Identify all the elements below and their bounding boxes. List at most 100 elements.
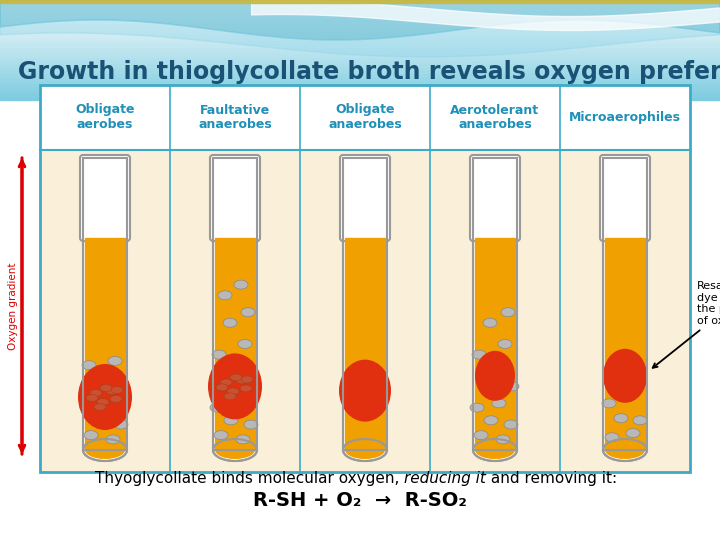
Bar xyxy=(0,97,720,100)
Ellipse shape xyxy=(633,416,647,425)
Ellipse shape xyxy=(224,416,238,425)
Text: Oxygen gradient: Oxygen gradient xyxy=(8,262,18,350)
Bar xyxy=(345,238,385,450)
Bar xyxy=(0,14,720,17)
Text: Resazurin
dye is red in
the presence
of oxygen: Resazurin dye is red in the presence of … xyxy=(653,281,720,368)
Bar xyxy=(0,66,720,70)
Ellipse shape xyxy=(114,420,128,429)
Ellipse shape xyxy=(210,403,224,412)
Ellipse shape xyxy=(85,441,125,459)
Ellipse shape xyxy=(94,416,108,425)
Text: Faultative
anaerobes: Faultative anaerobes xyxy=(198,104,272,132)
Bar xyxy=(83,158,127,450)
Bar xyxy=(0,40,720,43)
Bar xyxy=(475,238,515,450)
Text: R-SH + O₂  →  R-SO₂: R-SH + O₂ → R-SO₂ xyxy=(253,490,467,510)
Ellipse shape xyxy=(343,439,387,461)
Ellipse shape xyxy=(212,350,226,359)
Ellipse shape xyxy=(605,441,645,459)
Bar xyxy=(0,73,720,77)
Bar xyxy=(0,43,720,46)
Ellipse shape xyxy=(238,340,252,348)
Ellipse shape xyxy=(504,420,518,429)
Ellipse shape xyxy=(475,351,515,401)
Bar xyxy=(215,238,255,450)
Bar xyxy=(0,86,720,90)
Bar xyxy=(343,158,387,450)
Ellipse shape xyxy=(80,403,94,412)
Bar xyxy=(0,37,720,40)
Ellipse shape xyxy=(236,435,250,444)
Ellipse shape xyxy=(106,435,120,444)
Ellipse shape xyxy=(622,393,636,402)
Ellipse shape xyxy=(78,364,132,430)
Ellipse shape xyxy=(97,399,109,406)
FancyBboxPatch shape xyxy=(340,155,390,241)
Bar xyxy=(0,20,720,23)
Ellipse shape xyxy=(605,433,619,442)
Ellipse shape xyxy=(90,389,102,396)
FancyBboxPatch shape xyxy=(80,155,130,241)
Bar xyxy=(0,3,720,6)
Ellipse shape xyxy=(473,439,517,461)
Bar xyxy=(0,57,720,60)
Ellipse shape xyxy=(220,379,232,386)
Ellipse shape xyxy=(603,439,647,461)
Bar xyxy=(603,158,647,450)
Ellipse shape xyxy=(108,356,122,366)
Ellipse shape xyxy=(106,388,118,395)
Bar xyxy=(0,26,720,30)
Bar xyxy=(0,53,720,57)
Bar xyxy=(85,238,125,450)
Ellipse shape xyxy=(218,291,232,300)
Text: Growth in thioglycollate broth reveals oxygen preferences: Growth in thioglycollate broth reveals o… xyxy=(18,60,720,84)
Ellipse shape xyxy=(492,399,506,408)
Ellipse shape xyxy=(236,377,248,384)
Bar xyxy=(40,85,690,472)
Ellipse shape xyxy=(602,399,616,408)
Text: Obligate
aerobes: Obligate aerobes xyxy=(76,104,135,132)
Text: Obligate
anaerobes: Obligate anaerobes xyxy=(328,104,402,132)
Ellipse shape xyxy=(245,382,259,391)
Ellipse shape xyxy=(501,308,515,316)
Bar xyxy=(0,33,720,37)
Ellipse shape xyxy=(603,349,647,403)
Ellipse shape xyxy=(223,318,237,327)
Bar xyxy=(0,46,720,50)
Ellipse shape xyxy=(115,382,129,391)
Ellipse shape xyxy=(214,431,228,440)
Ellipse shape xyxy=(83,439,127,461)
Ellipse shape xyxy=(227,388,239,395)
Ellipse shape xyxy=(475,441,515,459)
Ellipse shape xyxy=(111,387,123,394)
Ellipse shape xyxy=(339,360,391,422)
Ellipse shape xyxy=(626,429,640,437)
Bar xyxy=(0,63,720,66)
Ellipse shape xyxy=(213,439,257,461)
Ellipse shape xyxy=(84,431,98,440)
Ellipse shape xyxy=(82,361,96,370)
Ellipse shape xyxy=(505,382,519,391)
Bar xyxy=(0,17,720,20)
Ellipse shape xyxy=(230,374,242,381)
Bar xyxy=(40,85,690,150)
Bar xyxy=(0,60,720,63)
Ellipse shape xyxy=(215,441,255,459)
Ellipse shape xyxy=(241,308,255,316)
Ellipse shape xyxy=(484,416,498,425)
Ellipse shape xyxy=(476,375,490,384)
Ellipse shape xyxy=(102,399,116,408)
Text: Aerotolerant
anaerobes: Aerotolerant anaerobes xyxy=(451,104,539,132)
Ellipse shape xyxy=(232,399,246,408)
Ellipse shape xyxy=(86,375,100,384)
Ellipse shape xyxy=(241,376,253,383)
Text: and removing it:: and removing it: xyxy=(486,470,617,485)
Bar xyxy=(0,30,720,33)
Bar xyxy=(0,93,720,97)
Ellipse shape xyxy=(94,403,106,410)
Bar xyxy=(473,158,517,450)
Bar xyxy=(343,158,387,450)
Ellipse shape xyxy=(614,414,628,423)
Bar xyxy=(0,80,720,83)
Ellipse shape xyxy=(472,350,486,359)
